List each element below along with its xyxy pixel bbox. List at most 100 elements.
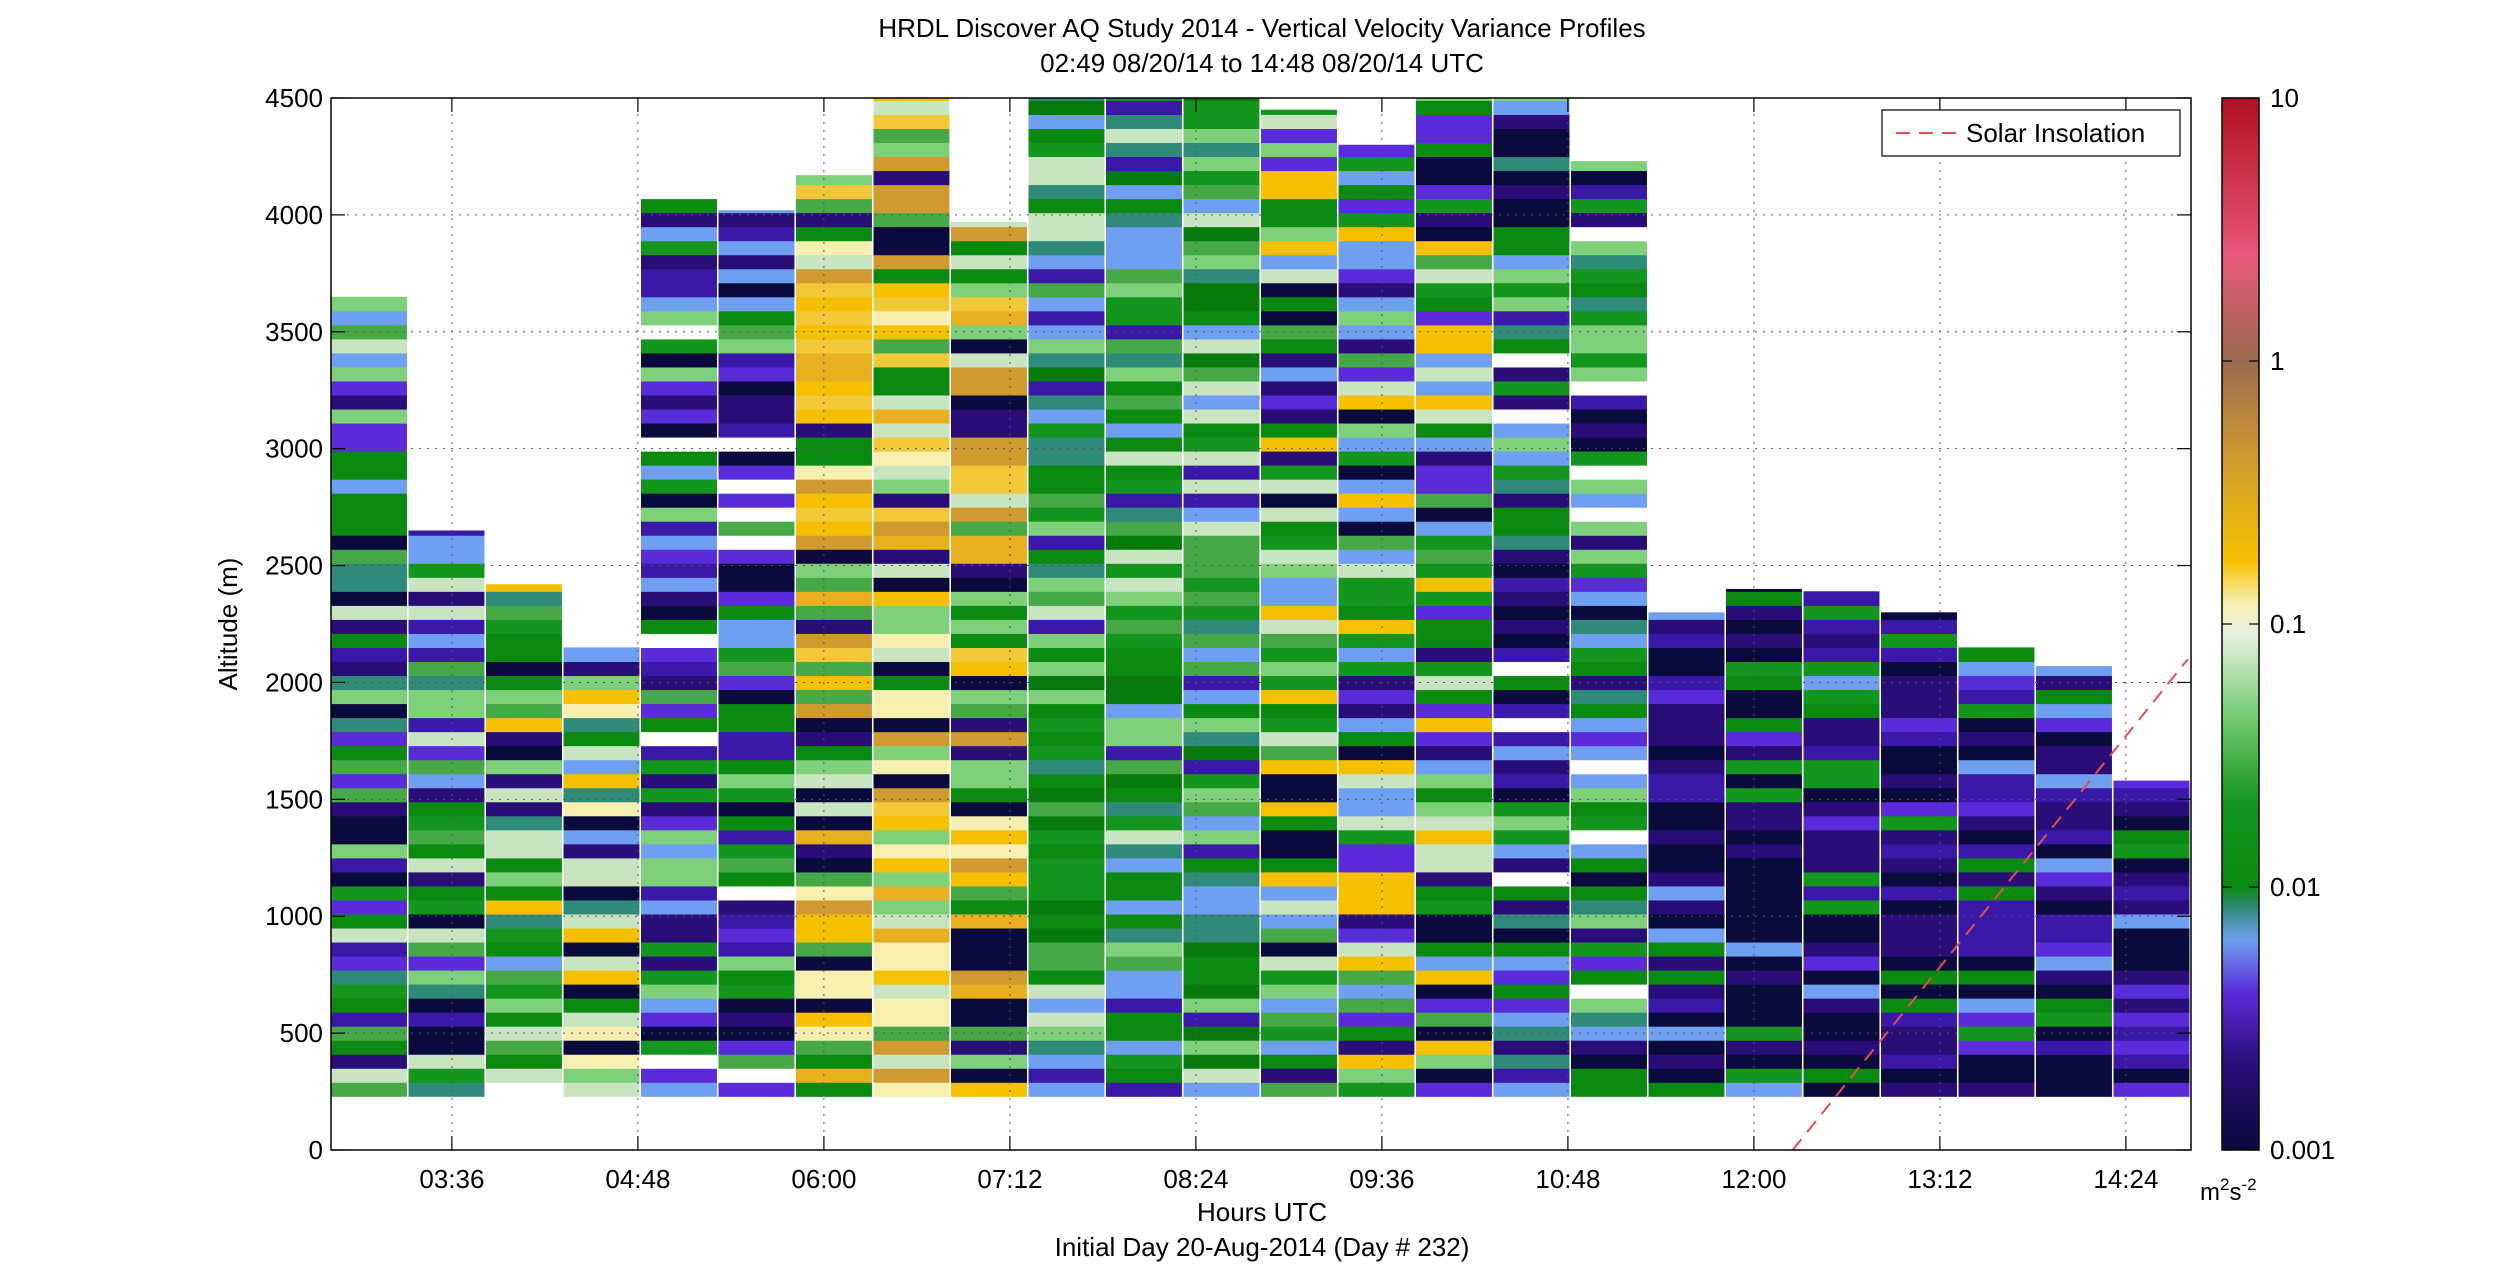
variance-band [1106,296,1182,312]
variance-band [1028,843,1105,859]
colorbar: 0.001 0.01 0.1 1 10 m2s-2 [2200,83,2335,1206]
variance-band [2036,689,2112,705]
variance-band [873,282,950,298]
variance-band [1261,226,1337,242]
variance-band [796,619,872,634]
variance-band [331,927,407,943]
variance-band [1183,899,1260,915]
variance-band [718,955,795,971]
variance-band [1416,773,1492,789]
variance-band [1493,633,1570,648]
variance-band [873,198,950,214]
colorbar-units-exp1: 2 [2220,1175,2229,1194]
variance-band [1571,338,1647,354]
variance-band [1416,394,1492,410]
variance-band [1261,647,1337,663]
variance-band [486,871,562,887]
variance-band [1338,885,1415,901]
variance-band [486,773,562,789]
variance-band [2036,1040,2112,1055]
variance-band [1338,1026,1415,1041]
variance-band [1338,144,1415,158]
variance-band [2113,955,2190,971]
variance-band [1028,689,1105,705]
variance-band [873,857,950,873]
variance-band [1571,941,1647,957]
variance-band [951,493,1027,508]
variance-band [1571,352,1647,368]
variance-band [873,605,950,620]
variance-band [796,969,872,985]
variance-band [951,394,1027,410]
variance-band [1648,899,1725,915]
variance-band [641,998,717,1013]
profile-column [2113,780,2190,1097]
y-tick-label: 2500 [265,551,323,581]
variance-band [1338,773,1415,789]
variance-band [1881,745,1957,761]
variance-band [1803,899,1880,915]
variance-band [408,857,485,873]
variance-band [1183,563,1260,578]
variance-band [796,675,872,691]
variance-band [796,843,872,859]
variance-band [1881,1068,1957,1083]
variance-band [1106,479,1182,494]
variance-band [873,731,950,747]
variance-band [1416,857,1492,873]
variance-band [1416,324,1492,340]
variance-band [1106,98,1182,101]
profile-column [1106,98,1182,1097]
variance-band [1183,731,1260,747]
variance-band [408,829,485,845]
variance-band [1881,871,1957,887]
variance-band [718,717,795,733]
variance-band [951,1082,1027,1097]
x-tick-label: 07:12 [977,1164,1042,1194]
variance-band [1416,1054,1492,1069]
variance-band [1106,1026,1182,1041]
variance-band [1493,998,1570,1013]
variance-band [1726,703,1802,719]
variance-band [331,338,407,354]
variance-band [796,422,872,438]
variance-band [1338,689,1415,705]
variance-band [718,885,795,901]
variance-band [641,577,717,592]
variance-band [2036,899,2112,915]
grid-lines [331,98,2191,1150]
variance-band [1881,857,1957,873]
variance-band [718,282,795,298]
variance-band [331,787,407,803]
variance-band [1648,703,1725,719]
variance-band [486,899,562,915]
variance-band [331,352,407,368]
variance-band [873,941,950,957]
variance-band [2113,815,2190,831]
variance-band [1726,941,1802,957]
x-axis-label: Hours UTC [1197,1197,1327,1227]
variance-band [1493,142,1570,158]
variance-band [1183,1082,1260,1097]
variance-band [641,619,717,634]
variance-band [1648,661,1725,677]
variance-band [1648,913,1725,929]
variance-band [1648,619,1725,634]
variance-band [1261,422,1337,438]
variance-band [1881,1082,1957,1097]
variance-band [408,941,485,957]
variance-band [1106,254,1182,270]
variance-band [331,591,407,606]
variance-band [1493,745,1570,761]
y-axis-ticks: 0 500 1000 1500 2000 2500 3000 3500 4000 4500 [265,83,2191,1165]
variance-band [1028,773,1105,789]
x-tick-label: 08:24 [1163,1164,1228,1194]
variance-band [1261,605,1337,620]
variance-band [796,1040,872,1055]
variance-band [331,815,407,831]
variance-band [641,366,717,382]
variance-band [1028,352,1105,368]
variance-band [2113,899,2190,915]
variance-band [1726,745,1802,761]
variance-band [1493,619,1570,634]
